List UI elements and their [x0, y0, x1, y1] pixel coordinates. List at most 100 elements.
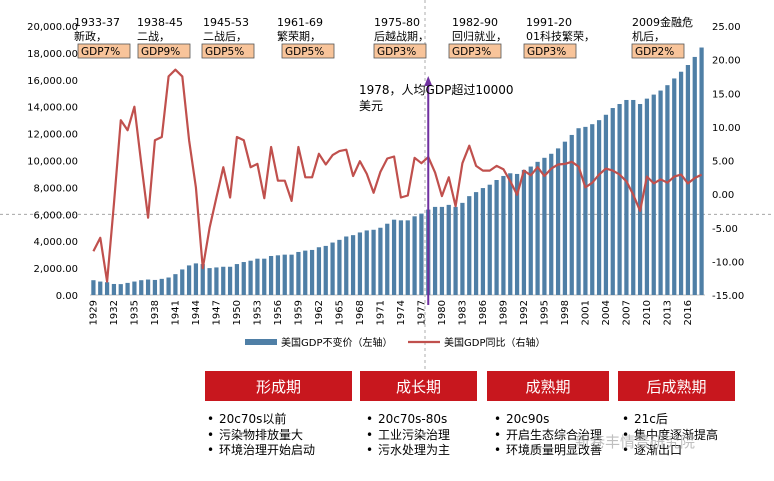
gdp-bar	[391, 219, 397, 295]
gdp-bar	[398, 220, 404, 295]
period-title: 1961-69	[277, 16, 323, 29]
gdp-bar	[501, 175, 506, 295]
gdp-bar	[104, 282, 110, 295]
gdp-bar	[460, 202, 465, 295]
right-axis-tick-label: -15.00	[712, 291, 744, 302]
list-item: 21c后	[622, 412, 718, 428]
x-axis-tick-label: 1944	[191, 300, 202, 325]
x-axis-tick-label: 2013	[662, 300, 673, 325]
gdp-bar	[262, 258, 267, 295]
gdp-bar	[350, 235, 356, 295]
x-axis-tick-label: 1962	[314, 300, 325, 325]
gdp-bar	[385, 223, 390, 295]
period-title-continued: 回归就业，	[452, 29, 507, 43]
x-axis-tick-label: 1941	[170, 300, 181, 325]
x-axis-tick-label: 2004	[601, 300, 612, 325]
x-axis-tick-label: 1986	[478, 300, 489, 325]
gdp-bar	[651, 94, 656, 295]
gdp-bar	[296, 251, 301, 295]
gdp-chart: 0.00 2,000.00 4,000.00 6,000.00 8,000.00 10,0…	[0, 0, 774, 370]
right-axis-tick-label: 25.00	[712, 22, 741, 33]
stage-label: 形成期	[255, 377, 301, 396]
right-axis-tick-label: 10.00	[712, 123, 741, 134]
gdp-bar	[549, 153, 554, 295]
gdp-bar	[583, 126, 588, 295]
right-axis-tick-label: 5.00	[712, 157, 734, 168]
gdp-bar	[323, 245, 328, 295]
x-axis-tick-label: 1950	[232, 300, 243, 325]
gdp-bar	[692, 56, 697, 296]
x-axis-tick-label: 1956	[273, 300, 284, 325]
gdp-bar	[173, 274, 178, 295]
right-axis-tick-label: -10.00	[712, 257, 744, 268]
x-axis-tick-label: 2007	[621, 300, 632, 325]
stage-label: 后成熟期	[646, 377, 707, 396]
period-title-continued: 繁荣期，	[277, 29, 321, 43]
x-axis-tick-label: 1998	[560, 300, 571, 325]
gdp-bar	[508, 173, 513, 295]
right-axis-tick-label: 20.00	[712, 56, 741, 67]
left-axis-tick-label: 6,000.00	[33, 210, 78, 221]
period-title-continued: 后越战期，	[374, 29, 429, 43]
list-item: 环境治理开始启动	[207, 443, 315, 459]
annotation-text: 1978，人均GDP超过10000	[359, 82, 514, 97]
x-axis-tick-label: 1983	[457, 300, 468, 325]
gdp-bar	[125, 282, 130, 295]
gdp-bar	[644, 98, 650, 295]
x-axis-tick-label: 2010	[642, 300, 653, 325]
gdp-bar	[159, 278, 164, 295]
gdp-bar	[193, 263, 199, 295]
stage-maturity: 成熟期	[487, 371, 609, 401]
gdp-bar	[180, 269, 185, 295]
left-axis-tick-label: 12,000.00	[27, 130, 78, 141]
left-y-axis: 0.00 2,000.00 4,000.00 6,000.00 8,000.00 10,0…	[27, 22, 78, 302]
period-gdp-label: GDP5%	[205, 46, 244, 58]
gdp-bar	[473, 192, 479, 295]
right-axis-tick-label: 0.00	[712, 190, 734, 201]
gdp-bar	[98, 281, 103, 295]
x-axis-tick-label: 1965	[334, 300, 345, 325]
gdp-bar	[699, 47, 704, 295]
gdp-bar	[528, 166, 533, 295]
list-item: 集中度逐渐提高	[622, 428, 718, 444]
gdp-bar	[590, 124, 595, 295]
left-axis-tick-label: 14,000.00	[27, 103, 78, 114]
period-title: 1945-53	[203, 16, 249, 29]
x-axis-tick-label: 1971	[375, 300, 386, 325]
gdp-bar	[152, 279, 158, 295]
gdp-bar	[678, 71, 684, 295]
period-gdp-badge	[77, 43, 131, 59]
gdp-bar	[487, 184, 492, 295]
period-gdp-badge	[448, 43, 502, 59]
x-axis-tick-label: 1959	[293, 300, 304, 325]
gdp-bar	[145, 279, 151, 295]
list-item: 20c70s-80s	[366, 412, 450, 428]
stage-label: 成长期	[395, 377, 441, 396]
gdp-bar	[337, 239, 342, 295]
gdp-bar	[132, 281, 137, 295]
stage-growth-list: 20c70s-80s 工业污染治理 污水处理为主	[366, 412, 450, 459]
gdp-bar	[166, 277, 171, 295]
gdp-bar	[255, 258, 260, 295]
gdp-bar	[234, 264, 240, 295]
stage-maturity-list: 20c90s 开启生态综合治理 环境质量明显改善	[494, 412, 602, 459]
stage-post-maturity: 后成熟期	[618, 371, 735, 401]
stage-label: 成熟期	[525, 377, 571, 396]
left-axis-tick-label: 0.00	[56, 291, 78, 302]
gdp-bar	[672, 78, 677, 295]
period-gdp-badge	[281, 43, 335, 59]
gdp-bar	[467, 196, 472, 295]
stage-formation-list: 20c70s以前 污染物排放量大 环境治理开始启动	[207, 412, 315, 459]
gdp-bar	[309, 249, 315, 295]
gdp-bar	[214, 267, 219, 295]
list-item: 开启生态综合治理	[494, 428, 602, 444]
period-gdp-badge	[201, 43, 255, 59]
gdp-bar	[480, 188, 486, 295]
x-axis-tick-label: 1947	[211, 300, 222, 325]
gdp-bar	[494, 180, 499, 295]
x-axis-tick-label: 1995	[539, 300, 550, 325]
period-title: 2009金融危	[632, 15, 693, 29]
gdp-bar	[275, 255, 281, 295]
gdp-bar	[330, 242, 335, 295]
right-axis-tick-label: -5.00	[712, 224, 738, 235]
